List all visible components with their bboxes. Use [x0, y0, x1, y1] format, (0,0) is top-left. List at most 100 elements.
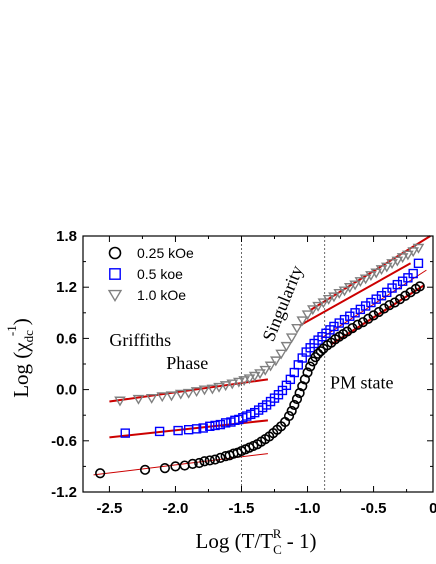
y-axis-title-tail: ): [9, 318, 33, 325]
legend-marker-2: [107, 289, 123, 303]
point-2-20: [270, 356, 282, 367]
point-2-35: [349, 280, 361, 291]
point-2-40: [375, 265, 388, 276]
point-1-7: [210, 420, 220, 431]
point-0-47: [347, 323, 358, 334]
point-2-47: [412, 243, 425, 254]
point-2-33: [338, 286, 351, 297]
x-axis-title-main: Log (T/T: [196, 529, 274, 553]
point-0-57: [400, 290, 411, 301]
annotation-1: Phase: [166, 353, 208, 373]
y-axis-title: Log (χdc-1): [4, 318, 36, 398]
point-0-48: [352, 319, 363, 330]
legend-label-2: 1.0 kOe: [137, 287, 186, 303]
legend-label-0: 0.25 kOe: [137, 245, 194, 261]
point-0-58: [405, 287, 416, 298]
point-2-43: [391, 256, 404, 267]
x-tick-label-5: 0.0: [429, 500, 436, 517]
point-2-42: [386, 259, 398, 270]
point-2-17: [254, 369, 266, 380]
point-2-10: [213, 382, 225, 393]
legend-label-1: 0.5 koe: [137, 266, 183, 282]
point-1-8: [215, 419, 226, 430]
point-2-28: [312, 301, 324, 312]
x-axis-title-sub: C: [273, 542, 282, 557]
point-1-51: [408, 268, 418, 279]
legend-marker-0: [108, 246, 122, 260]
point-2-1: [132, 394, 145, 405]
y-tick-label-2: 0.0: [56, 382, 77, 399]
point-0-35: [305, 361, 316, 372]
point-1-2: [173, 425, 183, 436]
point-0-50: [363, 313, 374, 324]
point-2-37: [359, 274, 372, 285]
point-2-38: [365, 271, 377, 282]
y-axis-title-sub: dc: [21, 330, 36, 343]
point-0-8: [204, 455, 215, 466]
point-0-52: [373, 306, 384, 318]
point-2-44: [396, 253, 409, 264]
point-2-32: [333, 289, 346, 299]
point-2-16: [248, 371, 261, 382]
point-0-30: [291, 393, 303, 405]
point-2-39: [370, 268, 383, 279]
y-tick-label-3: 0.6: [56, 330, 77, 347]
y-tick-label-0: -1.2: [51, 484, 77, 501]
point-2-14: [238, 376, 250, 386]
annotation-2: PM state: [330, 373, 394, 393]
fit-line-5: [299, 262, 412, 327]
point-0-9: [209, 454, 221, 465]
point-2-26: [301, 310, 314, 321]
point-1-6: [205, 421, 215, 431]
point-2-31: [328, 292, 340, 303]
legend: 0.25 kOe 0.5 koe 1.0 kOe: [107, 245, 194, 303]
point-2-18: [259, 365, 272, 376]
x-tick-label-0: -2.5: [96, 500, 122, 517]
point-0-51: [368, 310, 379, 321]
point-0-7: [199, 456, 210, 467]
point-0-53: [379, 303, 390, 314]
point-2-8: [198, 385, 211, 396]
point-2-12: [226, 379, 239, 390]
point-2-4: [165, 391, 178, 402]
point-2-36: [354, 277, 367, 287]
point-0-5: [187, 458, 198, 469]
point-2-25: [296, 316, 309, 327]
y-axis-title-sup: -1: [4, 325, 19, 336]
point-2-5: [174, 389, 187, 400]
point-2-24: [291, 324, 303, 334]
point-1-9: [220, 418, 231, 428]
x-axis-title-tail: - 1): [281, 529, 316, 553]
legend-marker-1: [109, 268, 121, 280]
point-0-0: [95, 468, 106, 479]
y-tick-label-5: 1.8: [56, 228, 77, 245]
data-points: [95, 243, 425, 479]
point-0-49: [357, 317, 369, 328]
point-2-0: [114, 396, 126, 407]
point-2-22: [280, 341, 293, 352]
point-1-0: [120, 428, 130, 438]
axis-ticks: -2.5 -2.0 -1.5 -1.0 -0.5 0.0 -1.2 -0.6 0.0 0.6 1.2…: [51, 228, 436, 517]
point-0-29: [289, 399, 300, 411]
point-0-33: [299, 374, 310, 385]
point-0-31: [294, 387, 305, 399]
point-0-6: [194, 457, 205, 469]
point-2-34: [343, 283, 356, 293]
point-2-15: [243, 374, 256, 385]
point-2-23: [285, 333, 298, 344]
point-0-56: [394, 294, 406, 305]
point-2-6: [182, 388, 195, 399]
point-0-54: [384, 300, 395, 311]
point-0-27: [283, 410, 295, 422]
point-1-52: [413, 258, 424, 269]
point-2-9: [206, 384, 219, 395]
point-0-1: [139, 464, 151, 475]
point-1-1: [154, 426, 165, 437]
point-1-4: [191, 424, 202, 434]
point-0-38: [312, 348, 324, 359]
point-2-7: [190, 387, 203, 398]
point-2-27: [306, 305, 319, 316]
y-axis-title-main: Log (χ: [9, 342, 33, 398]
y-tick-label-1: -0.6: [51, 433, 77, 450]
